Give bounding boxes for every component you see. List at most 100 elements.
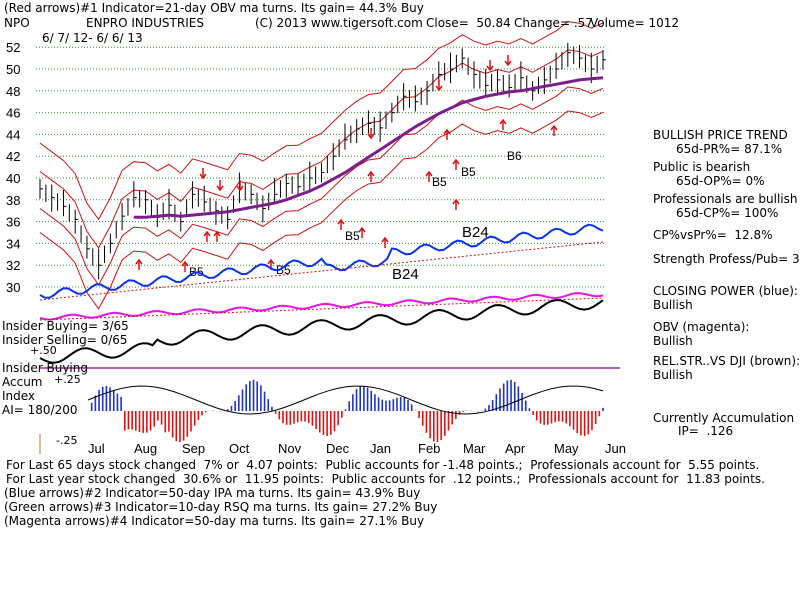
signal-arrow-head xyxy=(203,230,211,237)
signal-arrow-head xyxy=(367,170,375,177)
signal-arrow-head xyxy=(213,230,221,237)
signal-label: B5 xyxy=(345,229,360,243)
obv-panel xyxy=(39,292,604,364)
relstr-title: REL.STR..VS DJI (brown): xyxy=(653,354,800,368)
company-name: ENPRO INDUSTRIES xyxy=(86,16,204,30)
obv-ma xyxy=(39,297,604,321)
relstr-status: Bullish xyxy=(653,368,693,382)
signal-arrow-head xyxy=(337,218,345,225)
inner-lower-band xyxy=(39,86,604,286)
plus-25-label: +.25 xyxy=(54,373,81,386)
x-tick-label: Jan xyxy=(370,441,391,456)
index-label: Index xyxy=(2,389,36,403)
y-tick-label: 50 xyxy=(6,62,20,77)
ma-50-day-line xyxy=(133,76,604,219)
footer-year-change: For Last year stock changed 30.6% or 11.… xyxy=(6,472,765,486)
relative-strength-line xyxy=(39,298,604,364)
signal-arrows xyxy=(135,55,558,272)
accumulation-panel xyxy=(87,379,604,443)
closing-power-line xyxy=(39,223,604,299)
closing-power-panel xyxy=(39,223,604,301)
signal-label: B6 xyxy=(507,149,522,163)
trend-title: BULLISH PRICE TREND xyxy=(653,128,788,142)
x-tick-label: Dec xyxy=(326,441,350,456)
y-tick-label: 48 xyxy=(6,84,20,99)
cp-value: 65d-CP%= 100% xyxy=(676,206,779,220)
professionals-status: Professionals are bullish xyxy=(653,192,798,206)
insider-buying-label: Insider Buying xyxy=(2,361,88,375)
signal-arrow-head xyxy=(443,128,451,135)
plus-50-label: +.50 xyxy=(30,344,57,357)
y-axis-labels: 52 50 48 46 44 42 40 38 36 34 32 30 xyxy=(6,40,20,295)
signal-arrow-head xyxy=(504,60,512,67)
y-tick-label: 38 xyxy=(6,193,20,208)
ip-value: IP= .126 xyxy=(678,424,734,438)
signal-label: B5 xyxy=(461,165,476,179)
signal-arrow-head xyxy=(381,236,389,243)
ai-value: AI= 180/200 xyxy=(2,403,78,417)
close-value: Close= 50.84 xyxy=(426,16,511,30)
obv-line xyxy=(39,292,604,321)
footer-65-day-change: For Last 65 days stock changed 7% or 4.0… xyxy=(6,458,760,472)
signal-arrow-head xyxy=(358,226,366,233)
signal-arrow-head xyxy=(435,85,443,92)
public-status: Public is bearish xyxy=(653,160,751,174)
signal-arrow-head xyxy=(425,170,433,177)
upper-band xyxy=(39,21,604,221)
moving-average xyxy=(133,76,604,219)
signal-arrow-head xyxy=(236,185,244,192)
volume-value: Volume= 1012 xyxy=(590,16,680,30)
signal-arrow-head xyxy=(550,124,558,131)
op-value: 65d-OP%= 0% xyxy=(676,174,765,188)
y-tick-label: 30 xyxy=(6,280,20,295)
change-value: Change= .57 xyxy=(514,16,593,30)
signal-arrow-head xyxy=(452,198,460,205)
x-tick-label: Nov xyxy=(278,441,302,456)
x-tick-label: Oct xyxy=(229,441,250,456)
x-tick-label: Jul xyxy=(88,441,105,456)
accum-ma-line xyxy=(87,385,604,415)
y-tick-label: 32 xyxy=(6,258,20,273)
signal-arrow-head xyxy=(267,258,275,265)
footer-blue-arrows: (Blue arrows)#2 Indicator=50-day IPA ma … xyxy=(4,486,421,500)
strength-ratio: Strength Profess/Pub= 3.8 xyxy=(653,252,800,266)
footer-magenta-arrows: (Magenta arrows)#4 Indicator=50-day ma t… xyxy=(4,514,425,528)
signal-label: B5 xyxy=(432,175,447,189)
price-bars xyxy=(39,42,606,280)
insider-buying-count: Insider Buying= 3/65 xyxy=(2,319,129,333)
minus-25-label: -.25 xyxy=(56,434,78,447)
obv-status: Bullish xyxy=(653,334,693,348)
signal-arrow-head xyxy=(499,118,507,125)
accumulation-title: Currently Accumulation xyxy=(653,411,795,425)
signal-label: B24 xyxy=(392,266,419,283)
y-tick-label: 52 xyxy=(6,40,20,55)
signal-arrow-head xyxy=(216,185,224,192)
cp-vs-pr: CP%vsPr%= 12.8% xyxy=(653,228,773,242)
x-tick-label: Jun xyxy=(605,441,626,456)
obv-title: OBV (magenta): xyxy=(653,320,750,334)
signal-arrow-head xyxy=(135,258,143,265)
y-tick-label: 36 xyxy=(6,215,20,230)
pr-value: 65d-PR%= 87.1% xyxy=(676,142,783,156)
closing-power-ma xyxy=(39,241,604,301)
x-tick-label: Aug xyxy=(134,441,157,456)
x-tick-label: Feb xyxy=(418,441,440,456)
y-tick-label: 40 xyxy=(6,171,20,186)
closing-power-status: Bullish xyxy=(653,298,693,312)
signal-arrow-head xyxy=(367,133,375,140)
ticker-symbol: NPO xyxy=(4,16,30,30)
y-tick-label: 42 xyxy=(6,149,20,164)
signal-arrow-head xyxy=(452,158,460,165)
signal-arrow-head xyxy=(486,65,494,72)
date-range: 6/ 7/ 12- 6/ 6/ 13 xyxy=(42,31,143,45)
x-axis-ticks: Jul Aug Sep Oct Nov Dec Jan Feb Mar Apr May Jun xyxy=(39,434,626,456)
insider-selling-count: Insider Selling= 0/65 xyxy=(2,333,128,347)
signal-arrow-head xyxy=(181,260,189,267)
signal-label: B5 xyxy=(276,263,291,277)
header-indicator-line: (Red arrows)#1 Indicator=21-day OBV ma t… xyxy=(4,1,424,15)
y-tick-label: 44 xyxy=(6,127,20,142)
signal-label: B24 xyxy=(462,224,489,241)
y-tick-label: 34 xyxy=(6,236,20,251)
